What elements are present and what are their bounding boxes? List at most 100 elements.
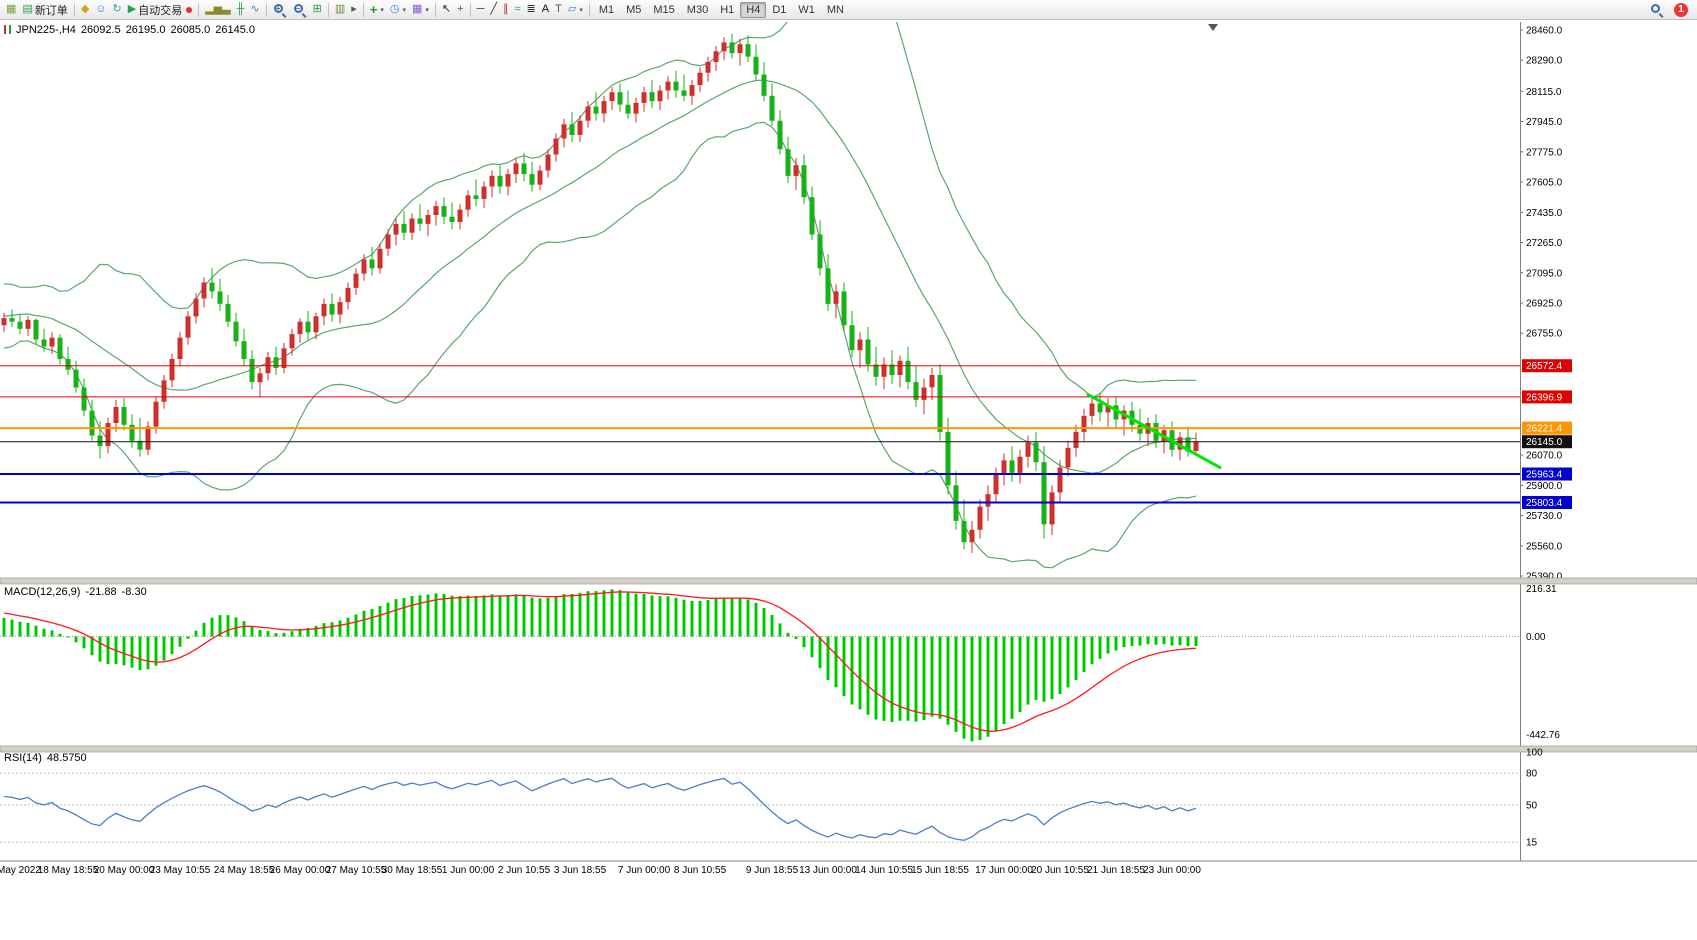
timeframe-h1[interactable]: H1 [720,3,735,16]
arrange-charts-icon[interactable]: ▥ [332,1,348,19]
auto-trading-button[interactable]: ▶ 自动交易 [125,1,195,19]
templates-button[interactable]: ▦ ▾ [409,1,432,19]
label-tool-icon[interactable]: T [552,1,565,19]
y-axis-tick: 28115.0 [1526,87,1562,98]
add-indicator-button: + [369,2,378,17]
hline-tool-icon: ─ [476,3,485,15]
new-order-button-label: 新订单 [34,4,68,17]
lens [1651,3,1660,13]
trendline-tool-icon[interactable]: ╱ [487,1,500,19]
chart-shift-icon[interactable]: ▸ [348,1,360,19]
y-axis-tick: 27265.0 [1526,238,1563,249]
periods-button[interactable]: ◷ ▾ [387,1,409,19]
timeframe-h4[interactable]: H4 [740,1,767,18]
toolbar-separator [588,2,590,17]
panel-splitter[interactable] [0,745,1697,753]
time-axis-label: 1 Jun 00:00 [442,865,495,876]
time-axis-label: 8 Jun 10:55 [674,865,727,876]
y-axis-tick: 27095.0 [1526,268,1563,279]
toolbar-separator [73,2,75,17]
auto-trading-button-label: 自动交易 [138,4,183,17]
chart-window-icon[interactable]: ▦ [3,1,19,19]
zoom-out-icon: − [293,3,307,18]
time-axis-label: 9 Jun 18:55 [746,865,799,876]
chart-shift-marker[interactable] [1208,24,1218,31]
wave-tool-icon[interactable]: ≈ [512,1,524,19]
timeframe-m5[interactable]: M5 [626,3,642,16]
time-axis-label: 7 Jun 00:00 [618,865,671,876]
hline-tool-icon[interactable]: ─ [474,1,488,19]
toolbar-separator [198,2,200,17]
price-scale[interactable] [1521,22,1697,861]
bar-chart-icon[interactable]: ▂▅▃ [202,1,233,19]
zoom-out-icon[interactable]: − [290,1,310,19]
line-chart-icon: ∿ [250,3,260,15]
tile-windows-icon[interactable]: ⊞ [310,1,325,19]
time-axis-label: 14 Jun 10:55 [855,865,913,876]
timeframe-w1[interactable]: W1 [798,3,815,16]
timeframe-mn[interactable]: MN [826,3,844,16]
community-icon[interactable]: ↻ [110,1,125,19]
zoom-in-icon: + [273,3,287,18]
timeframe-d1[interactable]: D1 [772,3,787,16]
lens [293,3,303,13]
y-axis-tick: 26070.0 [1526,451,1563,462]
candlestick-chart-icon[interactable]: ╫ [234,1,248,19]
new-order-button[interactable]: ▤ 新订单 [19,1,70,19]
chart-plot-area[interactable] [0,22,1520,578]
cursor-tool-icon: ↖ [441,3,452,15]
crosshair-tool-icon[interactable]: + [454,1,466,19]
autotrade-status-dot [186,6,193,13]
zoom-in-icon[interactable]: + [270,1,290,19]
fibonacci-tool-icon: ≣ [526,3,536,15]
y-axis-tick: 25900.0 [1526,481,1563,492]
macd-scale-label: 216.31 [1526,584,1557,595]
time-axis-label: 23 May 10:55 [150,865,211,876]
y-axis-tick: 25390.0 [1526,572,1563,583]
price-tag-label: 26396.9 [1526,392,1563,403]
search-icon[interactable] [1650,3,1664,18]
rsi-panel[interactable] [0,752,1520,858]
macd-histogram [2,589,1198,742]
profile-icon[interactable]: ☺ [92,1,109,19]
toolbar-right-cluster: 1 [1650,2,1694,18]
bar-chart-icon: ▂▅▃ [205,3,231,15]
price-tag [1522,390,1572,404]
arrange-charts-icon: ▥ [334,3,346,15]
timeframe-m15[interactable]: M15 [653,3,675,16]
text-tool-icon: A [541,3,550,15]
y-axis-tick: 25560.0 [1526,541,1563,552]
line-chart-icon[interactable]: ∿ [247,1,262,19]
text-tool-icon[interactable]: A [539,1,552,19]
toolbar-separator [469,2,471,17]
shapes-button[interactable]: ▱ ▾ [565,1,586,19]
channel-tool-icon[interactable]: ∥ [500,1,512,19]
y-axis-tick: 27605.0 [1526,178,1563,189]
trendline-tool-icon: ╱ [490,3,497,15]
notification-badge[interactable]: 1 [1674,2,1688,17]
deposit-icon[interactable]: ◆ [78,1,92,19]
time-axis-label: 27 May 10:55 [326,865,387,876]
macd-panel[interactable] [0,584,1520,746]
price-tag-label: 25963.4 [1526,470,1563,481]
community-icon: ↻ [112,3,122,15]
fibonacci-tool-icon[interactable]: ≣ [524,1,539,19]
macd-signal-line [3,591,1197,732]
panel-splitter[interactable] [0,577,1697,585]
time-scale[interactable] [0,862,1697,878]
cursor-tool-icon[interactable]: ↖ [439,1,454,19]
trendline[interactable] [1086,393,1222,470]
timeframe-m1[interactable]: M1 [598,3,615,16]
timeframe-m30[interactable]: M30 [686,3,709,16]
toolbar-separator [327,2,329,17]
chart-shift-icon: ▸ [351,3,357,15]
add-indicator-button[interactable]: + ▾ [367,1,387,19]
y-axis-tick: 26925.0 [1526,299,1563,310]
price-tag-label: 26221.4 [1526,424,1563,435]
time-axis-label: 15 Jun 18:55 [911,865,969,876]
candlestick-chart-icon: ╫ [236,3,245,15]
time-axis-label: 23 Jun 00:00 [1143,865,1201,876]
price-tag [1522,495,1572,509]
